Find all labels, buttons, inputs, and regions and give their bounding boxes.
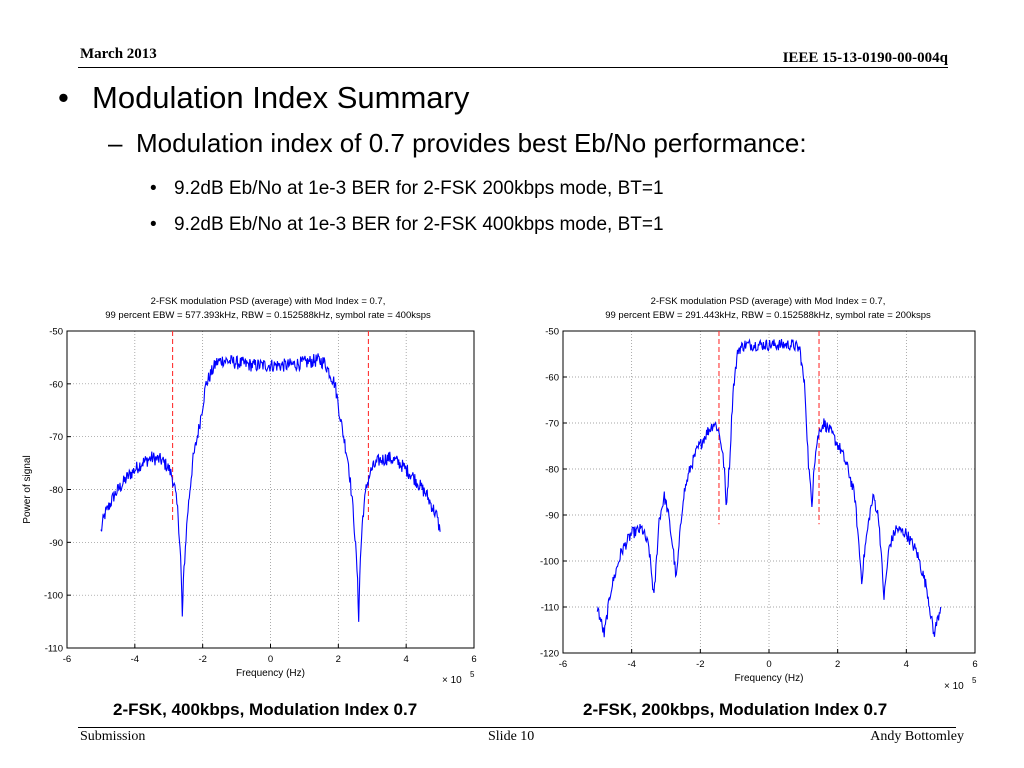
x-tick-label: 6 — [972, 659, 977, 670]
dash-mark: – — [108, 128, 123, 158]
x-tick-label: -4 — [131, 654, 139, 665]
y-tick-label: -100 — [540, 557, 559, 568]
chart-title-line: 2-FSK modulation PSD (average) with Mod … — [651, 296, 886, 307]
y-tick-label: -120 — [540, 649, 559, 660]
x-tick-label: 0 — [268, 654, 273, 665]
y-tick-label: -90 — [49, 538, 63, 549]
y-tick-label: -110 — [541, 603, 559, 614]
chart-title-line: 99 percent EBW = 291.443kHz, RBW = 0.152… — [605, 310, 931, 321]
y-tick-label: -90 — [545, 511, 559, 522]
x-axis-multiplier-exponent: 5 — [972, 676, 977, 685]
sub-bullet: – Modulation index of 0.7 provides best E… — [108, 128, 807, 159]
y-tick-label: -110 — [45, 644, 63, 655]
y-tick-label: -50 — [49, 327, 63, 338]
x-tick-label: -4 — [627, 659, 635, 670]
x-tick-label: 0 — [766, 659, 771, 670]
sub-bullet-text: Modulation index of 0.7 provides best Eb… — [136, 128, 807, 158]
bullet-mark: • — [150, 214, 157, 235]
chart-caption-400kbps: 2-FSK, 400kbps, Modulation Index 0.7 — [113, 700, 418, 719]
x-tick-label: -2 — [198, 654, 206, 665]
footer-submission: Submission — [80, 729, 146, 744]
y-tick-label: -70 — [49, 432, 63, 443]
y-tick-label: -70 — [545, 419, 559, 430]
footer-divider — [78, 727, 956, 728]
x-tick-label: 2 — [835, 659, 840, 670]
y-tick-label: -60 — [49, 379, 63, 390]
y-tick-label: -50 — [545, 327, 559, 338]
x-axis-multiplier-exponent: 5 — [470, 670, 475, 679]
footer-slide-number: Slide 10 — [488, 729, 535, 744]
detail-bullet-text: 9.2dB Eb/No at 1e-3 BER for 2-FSK 400kbp… — [174, 214, 664, 235]
detail-bullet-text: 9.2dB Eb/No at 1e-3 BER for 2-FSK 200kbp… — [174, 178, 664, 199]
x-tick-label: -2 — [696, 659, 704, 670]
y-axis-label: Power of signal — [22, 455, 33, 523]
bullet-mark: • — [58, 80, 69, 115]
x-tick-label: 2 — [336, 654, 341, 665]
y-tick-label: -60 — [545, 373, 559, 384]
x-axis-multiplier: × 10 — [944, 681, 964, 692]
y-tick-label: -80 — [49, 485, 63, 496]
x-axis-multiplier: × 10 — [442, 675, 462, 686]
y-tick-label: -100 — [44, 591, 63, 602]
chart-caption-200kbps: 2-FSK, 200kbps, Modulation Index 0.7 — [583, 700, 888, 719]
header-divider — [78, 67, 948, 68]
x-axis-label: Frequency (Hz) — [236, 668, 305, 679]
slide-title: Modulation Index Summary — [92, 80, 470, 115]
x-tick-label: -6 — [63, 654, 71, 665]
bullet-mark: • — [150, 178, 157, 199]
chart-title-line: 99 percent EBW = 577.393kHz, RBW = 0.152… — [105, 310, 431, 321]
x-tick-label: 4 — [904, 659, 909, 670]
header-date: March 2013 — [80, 46, 157, 62]
psd-trace — [596, 338, 942, 638]
header-document-id: IEEE 15-13-0190-00-004q — [782, 50, 948, 66]
x-axis-label: Frequency (Hz) — [735, 673, 804, 684]
y-tick-label: -80 — [545, 465, 559, 476]
x-tick-label: 4 — [404, 654, 409, 665]
x-tick-label: -6 — [559, 659, 567, 670]
chart-title-line: 2-FSK modulation PSD (average) with Mod … — [151, 296, 386, 307]
detail-bullet-2: • 9.2dB Eb/No at 1e-3 BER for 2-FSK 400kb… — [150, 214, 664, 236]
psd-trace — [100, 353, 441, 622]
x-tick-label: 6 — [471, 654, 476, 665]
footer-author: Andy Bottomley — [870, 729, 964, 744]
detail-bullet-1: • 9.2dB Eb/No at 1e-3 BER for 2-FSK 200kb… — [150, 178, 664, 200]
